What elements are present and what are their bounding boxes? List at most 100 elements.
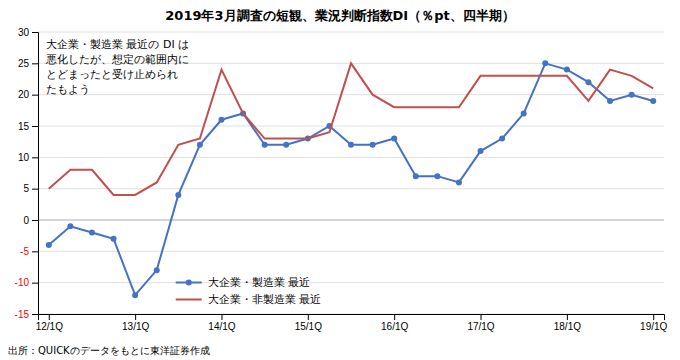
tick-mark [135,314,136,320]
grid-line [38,188,664,189]
tick-label: -10 [15,277,30,288]
tick-label: 15 [18,121,30,132]
legend-marker [186,280,192,286]
data [46,60,656,298]
line [49,63,653,195]
source: 出所：QUICKのデータをもとに東洋証券作成 [8,345,210,356]
tick: 17/1Q [467,314,494,332]
tick-mark [32,32,38,33]
tick-mark [49,314,50,320]
series [46,60,656,298]
grid-line [38,126,664,127]
point [132,292,138,298]
tick-mark [32,189,38,190]
axis-line [32,33,39,315]
tick: 12/1Q [36,314,63,332]
tick: 16/1Q [381,314,408,332]
point [607,98,613,104]
annotation-line: 大企業・製造業 最近の DI は [46,38,189,51]
grid-line [38,251,664,252]
point [542,60,548,66]
tick-mark [32,314,38,315]
tick: 14/1Q [208,314,235,332]
point [434,173,440,179]
point [154,267,160,273]
point [650,98,656,104]
tick: 13/1Q [122,314,149,332]
tick-mark [394,314,395,320]
tick: -15 [15,309,38,320]
legend: 大企業・製造業 最近大企業・非製造業 最近 [176,276,322,306]
point [46,242,52,248]
annotation: 大企業・製造業 最近の DI は悪化したが、想定の範囲内にとどまったと受け止めら… [45,38,189,96]
chart: -15-10-505101520253012/1Q13/1Q14/1Q15/1Q… [0,0,680,360]
tick-label: 12/1Q [36,321,63,332]
grid [38,32,664,314]
point [348,142,354,148]
tick-label: 14/1Q [208,321,235,332]
tick-mark [567,314,568,320]
point [478,148,484,154]
tick-label: 5 [23,183,29,194]
tick: -10 [15,277,38,288]
tick-mark [221,314,222,320]
legend-item: 大企業・製造業 最近 [176,276,311,289]
tick-mark [32,126,38,127]
annotation-line: たもよう [46,83,90,96]
tick: 5 [23,183,38,194]
plot: -15-10-505101520253012/1Q13/1Q14/1Q15/1Q… [15,27,668,332]
point [262,142,268,148]
tick-label: 18/1Q [554,321,581,332]
annotation-line: 悪化したが、想定の範囲内に [45,53,189,66]
tick-mark [32,63,38,64]
tick-label: -5 [20,246,29,257]
tick-mark [653,314,654,320]
point [629,92,635,98]
legend-label: 大企業・製造業 最近 [208,276,311,289]
tick-label: 25 [18,58,30,69]
tick: 19/1Q [640,314,667,332]
point [67,223,73,229]
annotation-line: とどまったと受け止められ [46,68,178,81]
legend-label: 大企業・非製造業 最近 [208,293,322,306]
tick: 30 [18,27,38,38]
tick-label: 13/1Q [122,321,149,332]
x-axis: 12/1Q 13/1Q 14/1Q 15/1Q 16/1Q 17/1Q 18/1Q 19/1Q [36,314,668,332]
title: 2019年3月調査の短観、業況判断指数DI（％pt、四半期） [165,8,514,23]
tick: 18/1Q [554,314,581,332]
tick-mark [32,157,38,158]
tick-label: 20 [18,89,30,100]
tick: 15 [18,121,38,132]
point [175,192,181,198]
tick-label: 17/1Q [467,321,494,332]
point [89,230,95,236]
tick-label: 0 [23,215,29,226]
tick-label: 30 [18,27,30,38]
legend-item: 大企業・非製造業 最近 [176,293,322,306]
y-axis: -15-10-5051015202530 [15,27,39,320]
series [49,63,653,195]
tick-mark [32,283,38,284]
point [585,79,591,85]
tick-label: 19/1Q [640,321,667,332]
tick-mark [32,95,38,96]
point [521,110,527,116]
point [391,136,397,142]
axis-line [39,315,665,321]
tick-mark [32,220,38,221]
point [283,142,289,148]
zero-line [38,220,664,221]
tick-mark [32,251,38,252]
point [499,136,505,142]
point [197,142,203,148]
tick: 15/1Q [295,314,322,332]
grid-line [38,282,664,283]
grid-line [38,32,664,33]
tick-label: 16/1Q [381,321,408,332]
tick-mark [308,314,309,320]
point [370,142,376,148]
point [413,173,419,179]
point [218,117,224,123]
tick: 0 [23,215,38,226]
grid-line [38,157,664,158]
